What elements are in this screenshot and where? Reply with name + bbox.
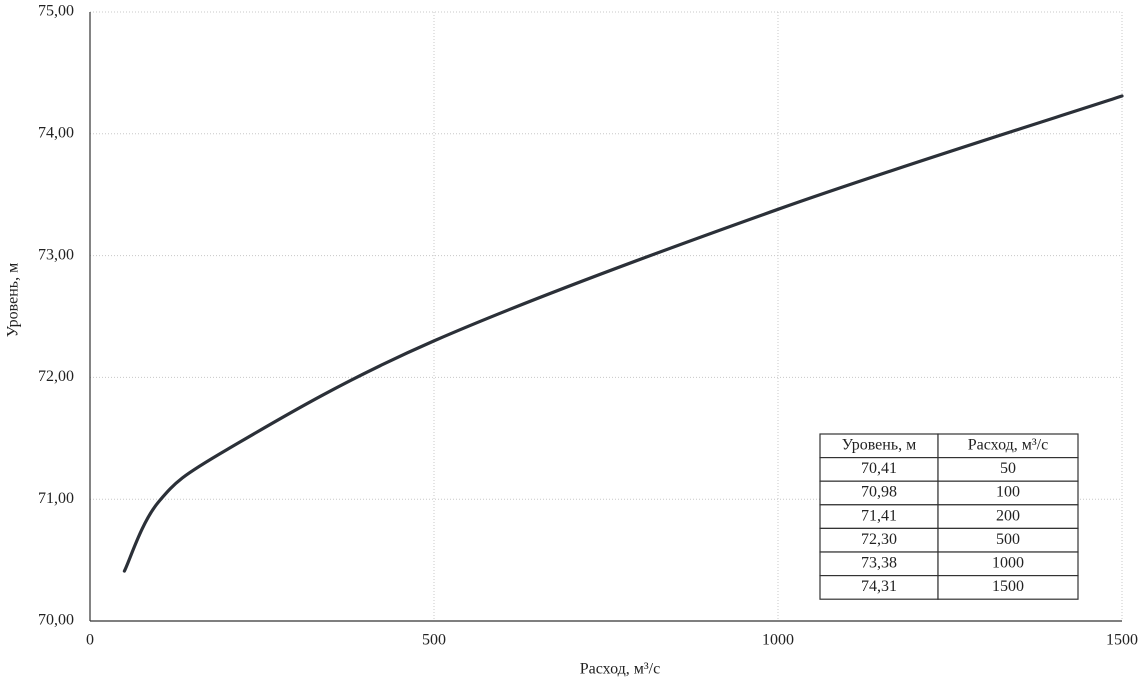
x-tick-label: 1000	[762, 632, 794, 649]
table-value: 1000	[992, 554, 1024, 571]
x-axis-label: Расход, м³/с	[580, 661, 660, 678]
table-value: 100	[996, 484, 1020, 501]
table-value: 500	[996, 531, 1020, 548]
y-axis-label: Уровень, м	[5, 263, 22, 337]
data-line	[122, 94, 1124, 573]
table-value: 73,38	[861, 554, 897, 571]
table-value: 71,41	[861, 507, 897, 524]
table-value: 50	[1000, 460, 1016, 477]
table-header: Расход, м³/с	[968, 436, 1048, 453]
table-header: Уровень, м	[842, 436, 916, 453]
y-tick-label: 74,00	[38, 124, 74, 141]
table-value: 200	[996, 507, 1020, 524]
table-value: 1500	[992, 578, 1024, 595]
table-value: 72,30	[861, 531, 897, 548]
y-tick-label: 73,00	[38, 246, 74, 263]
table-cell	[937, 574, 1079, 600]
y-tick-label: 72,00	[38, 368, 74, 385]
table-value: 70,41	[861, 460, 897, 477]
x-tick-label: 1500	[1106, 632, 1138, 649]
table-value: 74,31	[861, 578, 897, 595]
x-tick-label: 0	[86, 632, 94, 649]
x-tick-label: 500	[422, 632, 446, 649]
y-tick-label: 70,00	[38, 612, 74, 629]
y-tick-label: 71,00	[38, 490, 74, 507]
table-value: 70,98	[861, 484, 897, 501]
y-tick-label: 75,00	[38, 3, 74, 20]
